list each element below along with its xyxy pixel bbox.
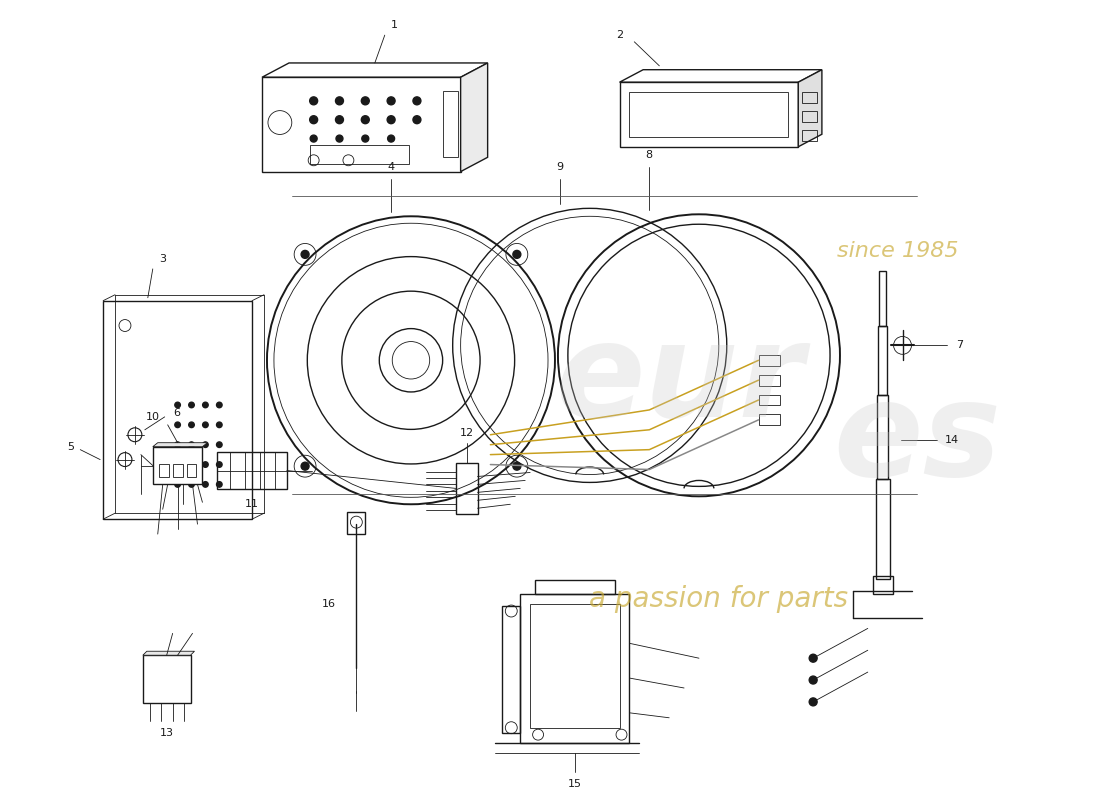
Circle shape <box>810 698 817 706</box>
Circle shape <box>202 482 208 487</box>
Text: 3: 3 <box>160 254 166 264</box>
Polygon shape <box>262 78 461 171</box>
Bar <box>173 463 183 478</box>
Polygon shape <box>799 70 822 146</box>
Circle shape <box>810 654 817 662</box>
Text: 14: 14 <box>945 434 959 445</box>
Bar <box>520 594 629 742</box>
Polygon shape <box>619 70 822 82</box>
Text: 4: 4 <box>387 162 395 172</box>
Circle shape <box>336 116 343 124</box>
Text: since 1985: since 1985 <box>837 241 958 261</box>
Circle shape <box>175 422 180 428</box>
Circle shape <box>513 250 520 258</box>
Circle shape <box>217 482 222 487</box>
Bar <box>158 463 168 478</box>
Circle shape <box>513 462 520 470</box>
Circle shape <box>217 462 222 467</box>
Circle shape <box>189 402 195 408</box>
Bar <box>348 512 365 534</box>
Bar <box>503 606 520 733</box>
Bar <box>802 130 817 141</box>
Circle shape <box>310 116 318 124</box>
Circle shape <box>362 135 369 142</box>
Circle shape <box>412 97 421 105</box>
Text: 12: 12 <box>460 428 474 438</box>
Bar <box>629 92 789 137</box>
Bar <box>759 414 780 426</box>
Bar <box>143 655 190 703</box>
Circle shape <box>189 482 195 487</box>
Text: a passion for parts: a passion for parts <box>590 585 848 613</box>
Circle shape <box>310 135 317 142</box>
Text: 9: 9 <box>557 162 563 172</box>
Circle shape <box>175 402 180 408</box>
Bar <box>530 603 619 728</box>
Circle shape <box>301 250 309 258</box>
Circle shape <box>336 135 343 142</box>
Circle shape <box>217 422 222 428</box>
Polygon shape <box>103 301 252 519</box>
Text: 5: 5 <box>67 442 74 452</box>
Text: 11: 11 <box>245 499 260 510</box>
Circle shape <box>202 442 208 447</box>
Bar <box>876 479 890 578</box>
Bar <box>455 462 477 514</box>
Text: 8: 8 <box>646 150 653 160</box>
Polygon shape <box>262 63 487 78</box>
Circle shape <box>175 482 180 487</box>
Bar <box>802 111 817 122</box>
Circle shape <box>387 116 395 124</box>
Bar <box>759 355 780 366</box>
Text: 15: 15 <box>568 779 582 790</box>
Circle shape <box>217 442 222 447</box>
Bar <box>802 92 817 103</box>
Circle shape <box>202 462 208 467</box>
Polygon shape <box>153 442 208 446</box>
Circle shape <box>189 442 195 447</box>
Bar <box>218 452 287 490</box>
Bar <box>878 326 887 395</box>
Text: es: es <box>834 376 1001 503</box>
Circle shape <box>361 116 370 124</box>
Text: 2: 2 <box>616 30 623 40</box>
Polygon shape <box>619 82 799 146</box>
Circle shape <box>202 422 208 428</box>
Bar <box>759 394 780 406</box>
Circle shape <box>387 97 395 105</box>
Polygon shape <box>461 63 487 171</box>
Bar <box>535 580 615 594</box>
Bar <box>310 145 409 164</box>
Bar <box>877 395 888 479</box>
Circle shape <box>189 422 195 428</box>
Circle shape <box>217 402 222 408</box>
Polygon shape <box>153 446 202 485</box>
Text: 1: 1 <box>392 20 398 30</box>
Bar <box>879 271 887 326</box>
Text: eur: eur <box>554 317 803 444</box>
Polygon shape <box>143 651 195 655</box>
Circle shape <box>336 97 343 105</box>
Text: 7: 7 <box>957 340 964 350</box>
Circle shape <box>387 135 395 142</box>
Text: 16: 16 <box>321 598 336 609</box>
Text: 10: 10 <box>146 412 160 422</box>
Circle shape <box>310 97 318 105</box>
Bar <box>187 463 197 478</box>
Circle shape <box>301 462 309 470</box>
Bar <box>442 91 458 158</box>
Text: 13: 13 <box>160 728 174 738</box>
Bar <box>759 374 780 386</box>
Circle shape <box>189 462 195 467</box>
Circle shape <box>175 462 180 467</box>
Circle shape <box>361 97 370 105</box>
Bar <box>872 576 892 594</box>
Text: 6: 6 <box>173 408 180 418</box>
Circle shape <box>810 676 817 684</box>
Circle shape <box>202 402 208 408</box>
Circle shape <box>175 442 180 447</box>
Circle shape <box>412 116 421 124</box>
